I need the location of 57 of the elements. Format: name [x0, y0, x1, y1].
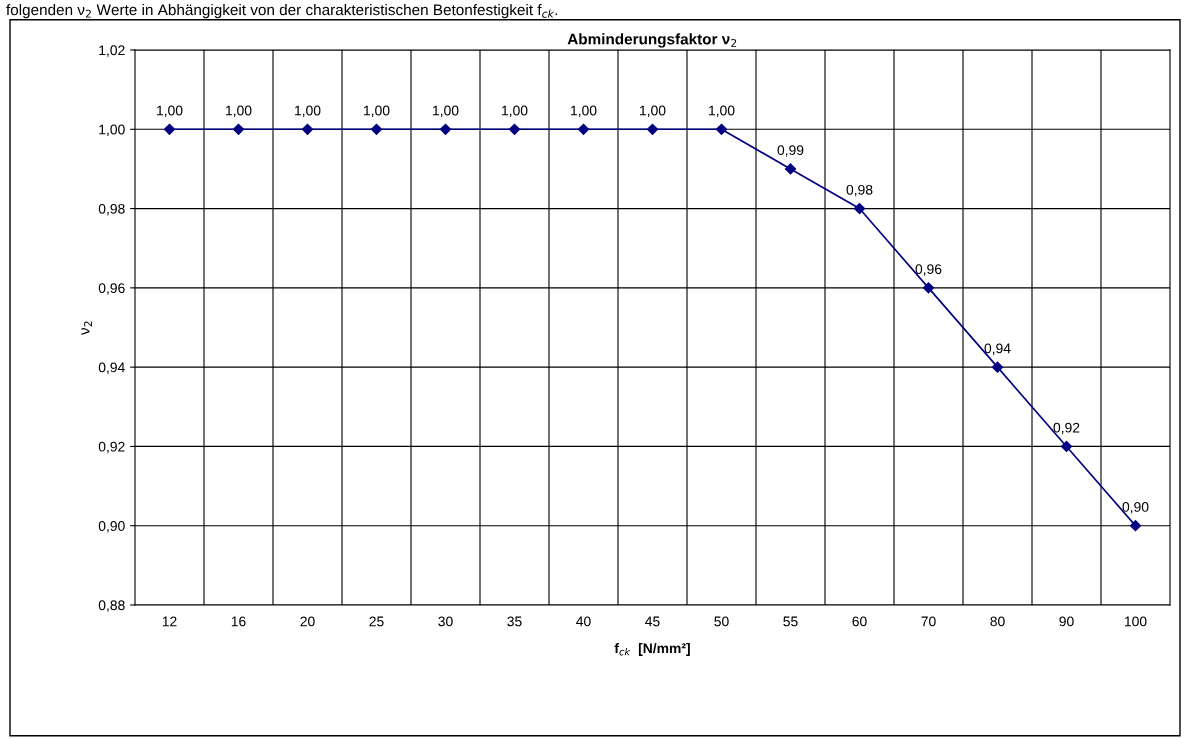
point [922, 282, 935, 294]
x-tick-label: 70 [921, 616, 936, 627]
point [577, 123, 590, 135]
chart-title: Abminderungsfaktor ν$_{2}$ [567, 33, 737, 48]
y-tick-label: 1,00 [99, 124, 125, 137]
x-tick-label: 16 [231, 616, 246, 627]
point [1129, 520, 1142, 532]
data-label: 1,00 [709, 105, 735, 118]
data-label: 0,94 [984, 343, 1011, 355]
point [370, 123, 383, 135]
data-label: 1,00 [364, 105, 390, 118]
data-label: 0,96 [915, 264, 942, 276]
y-axis-title: ν$_{2}$ [81, 321, 92, 336]
x-tick-label: 90 [1059, 616, 1074, 627]
point [163, 123, 176, 135]
data-label: 1,00 [295, 105, 321, 118]
x-tick-label: 45 [645, 616, 660, 627]
point [508, 123, 521, 135]
point [301, 123, 314, 135]
data-label: 1,00 [571, 105, 597, 118]
data-label: 1,00 [502, 105, 528, 118]
x-axis-title: f$_{ck}$ [N/mm²] [614, 642, 690, 656]
data-label: 1,00 [433, 105, 459, 118]
x-tick-label: 20 [300, 616, 315, 627]
x-tick-label: 100 [1124, 616, 1147, 627]
y-tick-label: 1,02 [99, 45, 125, 57]
point [232, 123, 245, 135]
x-tick-label: 50 [714, 616, 729, 627]
point [784, 163, 797, 175]
point [991, 361, 1004, 373]
point [1060, 440, 1073, 453]
data-label: 0,99 [777, 145, 804, 157]
y-tick-label: 0,92 [98, 441, 125, 454]
data-label: 1,00 [157, 105, 183, 118]
x-tick-label: 12 [162, 616, 177, 627]
text: folgenden ν$_{2}$ Werte in Abhängigkeit von der charakteristischen Betonfestigkeit f$_{ck}$. [6, 4, 558, 19]
y-tick-label: 0,96 [98, 283, 125, 295]
point [646, 123, 659, 135]
data-label: 0,92 [1053, 422, 1080, 435]
data-label: 1,00 [226, 105, 252, 118]
x-tick-label: 60 [852, 616, 867, 627]
x-tick-label: 40 [576, 616, 591, 627]
x-tick-label: 25 [369, 616, 384, 627]
y-tick-label: 0,88 [98, 600, 125, 612]
x-tick-label: 55 [783, 616, 798, 627]
point [439, 123, 452, 135]
data-label: 1,00 [640, 105, 666, 118]
x-tick-label: 30 [438, 616, 453, 627]
data-label: 0,90 [1122, 502, 1149, 514]
point [715, 123, 728, 135]
x-tick-label: 35 [507, 616, 522, 627]
y-tick-label: 0,90 [98, 521, 125, 533]
y-tick-label: 0,98 [98, 203, 125, 216]
x-tick-label: 80 [990, 616, 1005, 627]
point [853, 202, 866, 215]
data-label: 0,98 [846, 184, 873, 197]
y-tick-label: 0,94 [98, 362, 125, 374]
